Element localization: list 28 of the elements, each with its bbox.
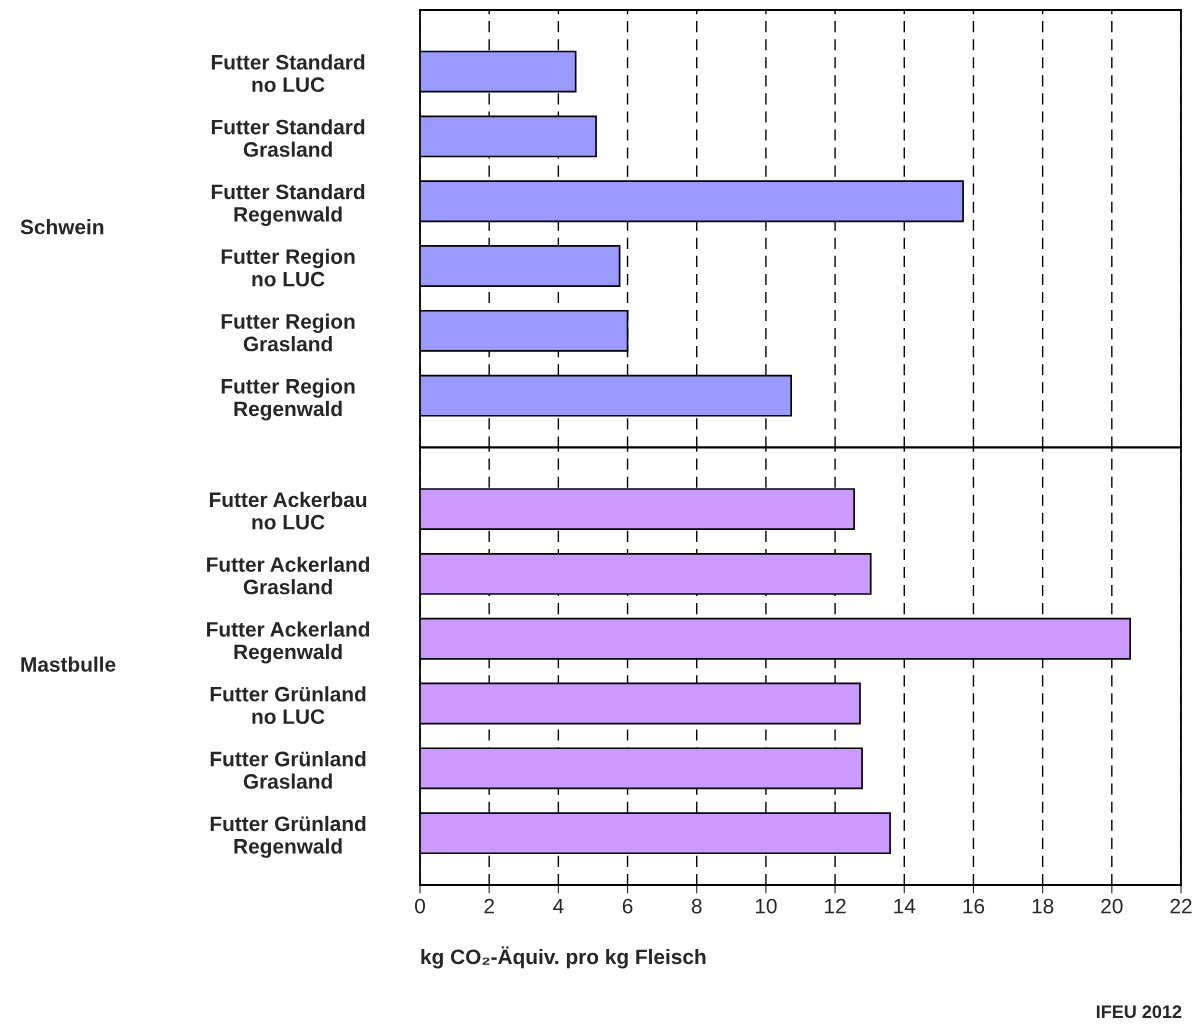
x-tick-label: 18 <box>1032 898 1054 914</box>
x-tick-label: 22 <box>1170 898 1192 914</box>
y-tick-label: Futter Region Regenwald <box>221 378 355 421</box>
y-tick-label: Futter Standard Regenwald <box>211 183 365 226</box>
y-axis-title: Schwein <box>20 219 104 235</box>
x-tick-label: 20 <box>1101 898 1123 914</box>
x-tick-label: 0 <box>415 898 425 914</box>
x-tick-label: 14 <box>894 898 916 914</box>
y-tick-label: Futter Ackerland Grasland <box>207 556 370 595</box>
y-axis-title: Mastbulle <box>21 656 116 672</box>
y-tick-label: Futter Grünland Grasland <box>210 751 366 789</box>
y-tick-label: Futter Standard no LUC <box>211 54 365 93</box>
y-tick-label: Futter Region no LUC <box>221 248 355 287</box>
y-tick-label: Futter Grünland Regenwald <box>210 815 366 858</box>
x-tick-label: 6 <box>622 898 633 914</box>
x-tick-label: 4 <box>553 898 564 914</box>
x-tick-label: 2 <box>484 898 494 914</box>
x-axis-title: kg CO₂-Äquiv. pro kg Fleisch <box>421 946 706 969</box>
y-tick-label: Futter Standard Grasland <box>211 119 365 157</box>
y-tick-label: Futter Ackerbau no LUC <box>209 491 367 530</box>
y-tick-label: Futter Ackerland Regenwald <box>207 621 370 664</box>
x-tick-label: 12 <box>825 898 846 914</box>
x-tick-label: 8 <box>691 898 702 914</box>
y-tick-label: Futter Grünland no LUC <box>210 686 366 724</box>
x-tick-label: 10 <box>755 898 777 914</box>
text: IFEU 2012 <box>1096 1005 1182 1019</box>
x-tick-label: 16 <box>963 898 985 914</box>
y-tick-label: Futter Region Grasland <box>221 313 355 352</box>
